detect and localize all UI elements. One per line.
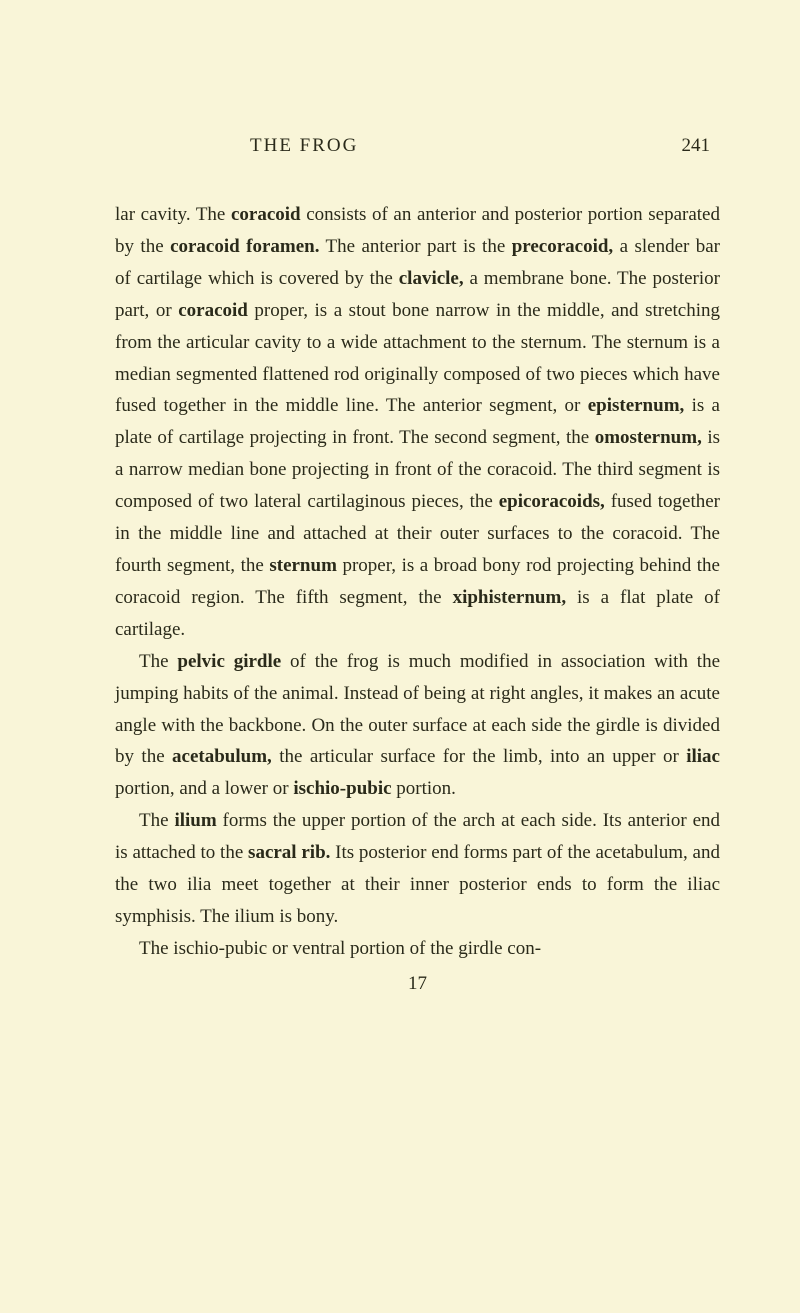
running-title: THE FROG	[250, 135, 358, 157]
term-coracoid: coracoid	[231, 204, 301, 225]
paragraph-1: lar cavity. The coracoid consists of an …	[115, 199, 720, 646]
paragraph-3: The ilium forms the upper portion of the…	[115, 805, 720, 933]
term-precoracoid: precoracoid,	[512, 236, 614, 257]
term-epicoracoids: epicoracoids,	[499, 491, 605, 512]
body-text: lar cavity. The coracoid consists of an …	[115, 199, 720, 965]
paragraph-4: The ischio-pubic or ventral portion of t…	[115, 933, 720, 965]
term-clavicle: clavicle,	[399, 268, 464, 289]
paragraph-2: The pelvic girdle of the frog is much mo…	[115, 646, 720, 806]
term-sacral-rib: sacral rib.	[248, 842, 330, 863]
term-ischio-pubic: ischio-pubic	[293, 778, 391, 799]
page-number: 241	[682, 135, 711, 157]
term-iliac: iliac	[686, 746, 720, 767]
term-ilium: ilium	[174, 810, 216, 831]
term-omosternum: omosternum,	[595, 427, 702, 448]
term-coracoid-2: coracoid	[178, 300, 248, 321]
term-xiphisternum: xiphisternum,	[453, 587, 567, 608]
term-coracoid-foramen: coracoid foramen.	[170, 236, 319, 257]
term-acetabulum: acetabulum,	[172, 746, 272, 767]
footer-number: 17	[115, 973, 720, 995]
page-header: THE FROG 241	[115, 135, 720, 157]
term-sternum: sternum	[269, 555, 337, 576]
term-pelvic-girdle: pelvic girdle	[177, 651, 281, 672]
term-episternum: episternum,	[588, 395, 685, 416]
